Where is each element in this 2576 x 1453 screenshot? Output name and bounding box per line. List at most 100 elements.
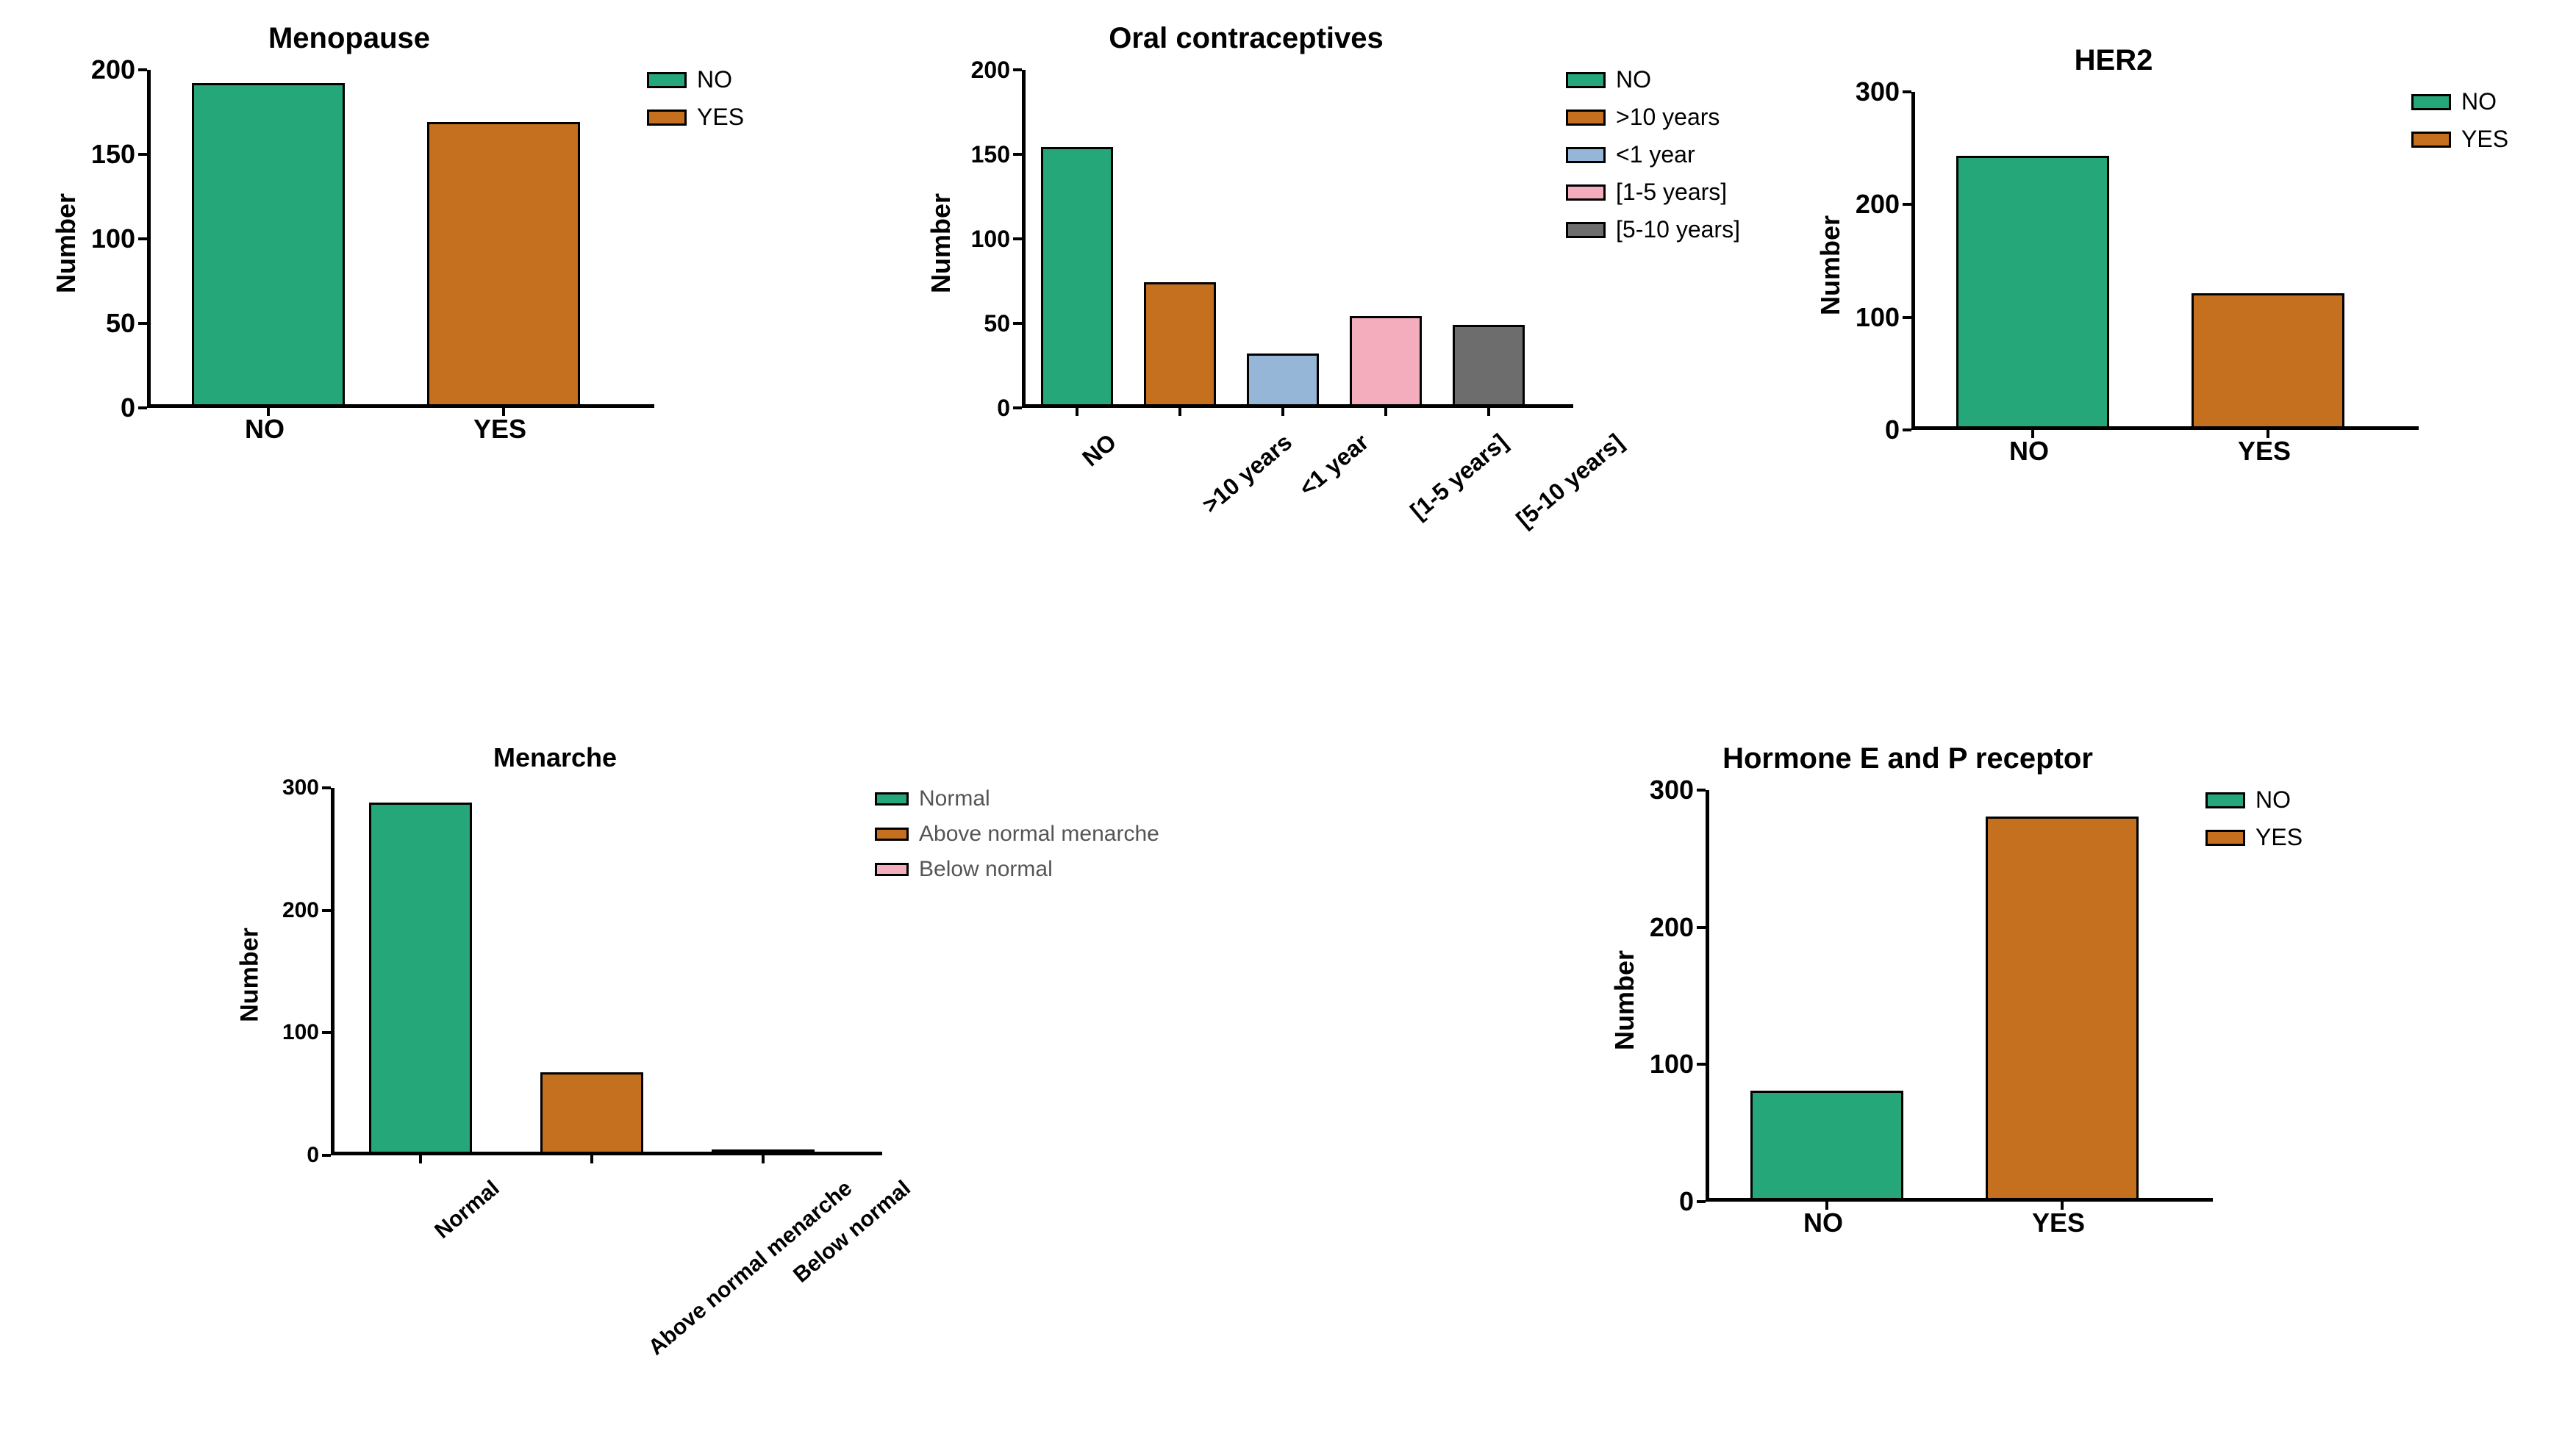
menopause-ytick — [138, 237, 147, 240]
oral-legend-swatch — [1566, 147, 1606, 163]
menopause-chart: MenopauseNumber050100150200NOYESNOYES — [81, 22, 744, 445]
her2-title: HER2 — [2075, 44, 2153, 77]
menopause-ytick — [138, 68, 147, 71]
her2-plot-holder: Number0100200300 — [1845, 92, 2382, 430]
oral-ytick — [1013, 153, 1022, 156]
menarche-xtick-label: Normal — [430, 1176, 504, 1244]
hormone-legend-item: YES — [2205, 824, 2303, 851]
oral-ytick — [1013, 68, 1022, 71]
menopause-ytick — [138, 153, 147, 156]
her2-y-axis: 0100200300 — [1845, 92, 1911, 430]
oral-xtick-label: NO — [1077, 428, 1122, 472]
her2-xtick-label: YES — [2147, 436, 2382, 467]
hormone-legend-item: NO — [2205, 786, 2303, 814]
menopause-y-axis: 050100150200 — [81, 70, 147, 408]
hormone-ytick-label: 100 — [1650, 1051, 1694, 1077]
menopause-legend-label: NO — [697, 66, 732, 93]
hormone-title: Hormone E and P receptor — [1722, 742, 2093, 775]
oral-legend-label: [5-10 years] — [1616, 216, 1740, 243]
menarche-chart: MenarcheNumber0100200300NormalAbove norm… — [265, 742, 1159, 1308]
her2-ylabel: Number — [1815, 192, 1846, 339]
menopause-ytick-label: 0 — [121, 395, 135, 421]
oral-legend-item: [5-10 years] — [1566, 216, 1740, 243]
her2-ytick-label: 0 — [1885, 417, 1900, 443]
menopause-legend-item: YES — [647, 104, 744, 131]
menarche-ytick — [322, 1031, 331, 1034]
hormone-x-ticks: NOYES — [1706, 1208, 2176, 1238]
menarche-ytick — [322, 1154, 331, 1157]
her2-legend-swatch — [2411, 94, 2451, 110]
hormone-ytick-label: 0 — [1679, 1188, 1694, 1215]
hormone-legend: NO YES — [2205, 786, 2303, 851]
oral-legend-item: [1-5 years] — [1566, 179, 1740, 206]
oral-x-ticks: NO>10 years<1 year[1-5 years][5-10 years… — [1022, 414, 1536, 561]
her2-ytick — [1903, 428, 1911, 431]
her2-legend-label: YES — [2461, 126, 2508, 153]
her2-bar — [2192, 293, 2344, 426]
her2-chart-body: HER2 Number0100200300 NOYES — [1845, 44, 2382, 467]
menopause-legend-swatch — [647, 72, 687, 88]
oral-legend-swatch — [1566, 72, 1606, 88]
hormone-plot-holder: Number0100200300 — [1639, 790, 2176, 1202]
menarche-plot-area: 0100200300 — [265, 788, 845, 1155]
oral-legend-item: NO — [1566, 66, 1740, 93]
hormone-ytick — [1697, 789, 1706, 792]
hormone-bar — [1986, 817, 2139, 1198]
oral-legend-label: <1 year — [1616, 141, 1695, 168]
menopause-title: Menopause — [268, 22, 430, 55]
her2-bars — [1911, 92, 2382, 430]
oral-xaxis-tail — [1022, 404, 1573, 408]
menarche-ytick-label: 0 — [307, 1144, 319, 1166]
her2-xtick-label: NO — [1911, 436, 2147, 467]
oral-ylabel: Number — [926, 170, 956, 317]
hormone-legend-label: YES — [2255, 824, 2303, 851]
menopause-ytick-label: 100 — [91, 226, 135, 252]
menarche-bar — [540, 1072, 643, 1152]
oral-chart: Oral contraceptivesNumber050100150200NO>… — [956, 22, 1740, 561]
her2-ytick-label: 300 — [1856, 79, 1900, 105]
menopause-ytick-label: 50 — [106, 310, 135, 337]
her2-legend-item: YES — [2411, 126, 2508, 153]
menarche-ytick-label: 200 — [282, 900, 319, 922]
menarche-legend-item: Above normal menarche — [875, 822, 1159, 847]
hormone-xaxis-tail — [1706, 1198, 2213, 1202]
oral-xtick-label: <1 year — [1294, 428, 1374, 502]
oral-ytick-label: 200 — [971, 58, 1010, 82]
oral-ytick-label: 50 — [984, 312, 1010, 335]
menarche-legend-swatch — [875, 792, 909, 806]
menopause-legend-item: NO — [647, 66, 744, 93]
menarche-bar — [369, 803, 472, 1152]
menarche-ytick-label: 300 — [282, 777, 319, 799]
oral-plot-holder: Number050100150200 — [956, 70, 1536, 408]
hormone-legend-swatch — [2205, 792, 2245, 808]
oral-bar — [1453, 325, 1525, 404]
hormone-legend-swatch — [2205, 830, 2245, 846]
menopause-ylabel: Number — [51, 170, 82, 317]
oral-ytick-label: 100 — [971, 227, 1010, 251]
menarche-bars — [331, 788, 845, 1155]
oral-bar — [1350, 316, 1422, 404]
oral-legend-label: NO — [1616, 66, 1651, 93]
her2-legend: NO YES — [2411, 88, 2508, 153]
hormone-chart-body: Hormone E and P receptor Number0100200300… — [1639, 742, 2176, 1238]
menarche-xaxis-tail — [331, 1152, 882, 1155]
her2-legend-swatch — [2411, 132, 2451, 148]
her2-ytick — [1903, 90, 1911, 93]
her2-legend-label: NO — [2461, 88, 2497, 115]
hormone-xtick-label: YES — [1941, 1208, 2176, 1238]
menarche-x-ticks: NormalAbove normal menarcheBelow normal — [331, 1161, 845, 1308]
hormone-legend-label: NO — [2255, 786, 2291, 814]
menopause-x-ticks: NOYES — [147, 414, 618, 445]
hormone-ylabel: Number — [1609, 927, 1640, 1074]
oral-xtick-label: [5-10 years] — [1511, 428, 1629, 534]
menopause-bar — [427, 122, 580, 404]
menopause-legend-label: YES — [697, 104, 744, 131]
hormone-plot-area: 0100200300 — [1639, 790, 2176, 1202]
oral-xtick-label: >10 years — [1197, 428, 1297, 519]
oral-bar — [1041, 147, 1113, 404]
hormone-xtick-label: NO — [1706, 1208, 1941, 1238]
menopause-ytick-label: 150 — [91, 141, 135, 168]
menarche-legend-item: Normal — [875, 786, 1159, 811]
oral-chart-body: Oral contraceptivesNumber050100150200NO>… — [956, 22, 1536, 561]
menarche-chart-body: MenarcheNumber0100200300NormalAbove norm… — [265, 742, 845, 1308]
